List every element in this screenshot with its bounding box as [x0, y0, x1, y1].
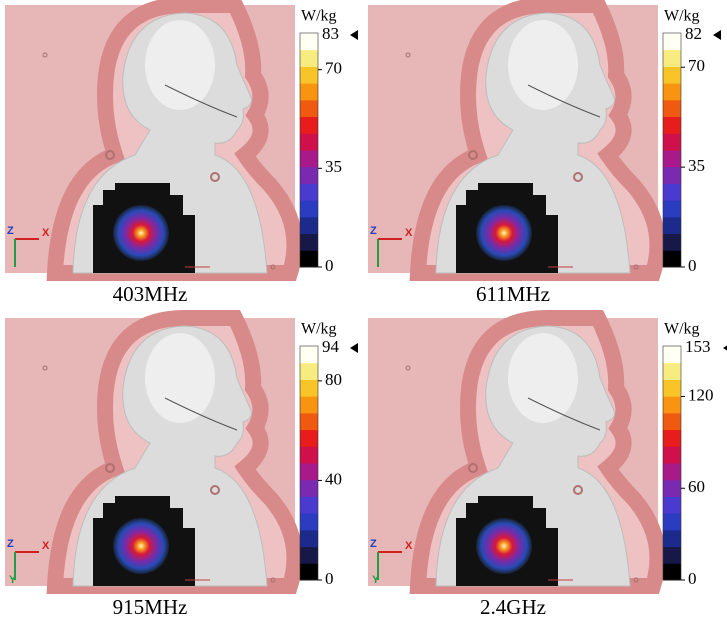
colorbar-segment: [663, 217, 681, 234]
tick-label: 35: [688, 156, 705, 175]
colorbar-segment: [300, 463, 318, 480]
colorbar-segment: [663, 117, 681, 134]
colorbar-segment: [300, 33, 318, 50]
max-label: 153: [685, 337, 711, 356]
colorbar-segment: [663, 496, 681, 513]
tick-label: 60: [688, 477, 705, 496]
max-label: 94: [322, 337, 340, 356]
tick-label: 0: [688, 256, 697, 275]
tick-label: 70: [688, 56, 705, 75]
tick-label: 0: [688, 569, 697, 588]
colorbar-segment: [300, 217, 318, 234]
figure: ZXW/kg8303570403MHzZXW/kg8203570611MHzZX…: [0, 0, 727, 619]
colorbar-segment: [663, 250, 681, 267]
tick-label: 120: [688, 385, 714, 404]
panel: Z X W/kg83 0 35 70 403MHz: [5, 5, 358, 306]
colorbar-segment: [300, 117, 318, 134]
colorbar-segment: [300, 234, 318, 251]
max-marker: [723, 343, 727, 353]
colorbar-segment: [663, 547, 681, 564]
colorbar-segment: [300, 379, 318, 396]
axis-label: X: [42, 227, 50, 239]
colorbar-segment: [663, 363, 681, 380]
tick-label: 0: [325, 256, 334, 275]
colorbar-segment: [663, 413, 681, 430]
tick-label: 0: [325, 569, 334, 588]
colorbar-segment: [300, 430, 318, 447]
max-label: 83: [322, 24, 339, 43]
panel-caption: 915MHz: [113, 595, 188, 619]
colorbar-segment: [300, 50, 318, 67]
colorbar-segment: [663, 133, 681, 150]
colorbar-segment: [663, 346, 681, 363]
colorbar-segment: [663, 396, 681, 413]
colorbar-segment: [300, 150, 318, 167]
colorbar-segment: [300, 563, 318, 580]
tick-label: 40: [325, 469, 342, 488]
colorbar-segment: [663, 530, 681, 547]
colorbar-segment: [663, 50, 681, 67]
colorbar-segment: [300, 183, 318, 200]
colorbar-segment: [663, 446, 681, 463]
colorbar-segment: [300, 413, 318, 430]
axis-label: Y: [372, 574, 380, 586]
colorbar-segment: [663, 480, 681, 497]
tick-label: 70: [325, 59, 342, 78]
colorbar-segment: [663, 33, 681, 50]
panel-caption: 403MHz: [113, 282, 188, 306]
colorbar-segment: [663, 83, 681, 100]
unit-label: W/kg: [664, 8, 700, 25]
tick-label: 80: [325, 370, 342, 389]
colorbar-segment: [300, 167, 318, 184]
colorbar-segment: [300, 363, 318, 380]
colorbar-segment: [300, 513, 318, 530]
colorbar-segment: [663, 463, 681, 480]
colorbar-segment: [663, 513, 681, 530]
axis-label: Z: [370, 225, 377, 237]
colorbar-segment: [663, 430, 681, 447]
unit-label: W/kg: [301, 321, 337, 338]
colorbar-segment: [663, 183, 681, 200]
colorbar-segment: [300, 446, 318, 463]
colorbar-segment: [300, 396, 318, 413]
unit-label: W/kg: [301, 8, 337, 25]
axis-label: Z: [7, 538, 14, 550]
colorbar-segment: [300, 480, 318, 497]
panel-caption: 2.4GHz: [480, 595, 546, 619]
axis-label: Y: [9, 574, 17, 586]
axis-label: Z: [7, 225, 14, 237]
colorbar-segment: [300, 496, 318, 513]
colorbar-segment: [663, 100, 681, 117]
colorbar-segment: [300, 133, 318, 150]
axis-label: Z: [370, 538, 377, 550]
colorbar-segment: [663, 234, 681, 251]
colorbar-segment: [300, 530, 318, 547]
colorbar-segment: [300, 100, 318, 117]
max-marker: [713, 30, 721, 40]
max-label: 82: [685, 24, 702, 43]
tick-label: 35: [325, 157, 342, 176]
axis-label: X: [42, 540, 50, 552]
colorbar-segment: [663, 379, 681, 396]
colorbar-segment: [300, 346, 318, 363]
max-marker: [350, 30, 358, 40]
colorbar-segment: [663, 563, 681, 580]
colorbar-segment: [300, 547, 318, 564]
colorbar-segment: [300, 250, 318, 267]
colorbar-segment: [663, 150, 681, 167]
colorbar-segment: [663, 66, 681, 83]
max-marker: [350, 343, 358, 353]
colorbar-segment: [663, 167, 681, 184]
axis-label: X: [405, 227, 413, 239]
unit-label: W/kg: [664, 321, 700, 338]
colorbar-segment: [300, 83, 318, 100]
colorbar-segment: [300, 200, 318, 217]
colorbar-segment: [663, 200, 681, 217]
colorbar-segment: [300, 66, 318, 83]
axis-label: X: [405, 540, 413, 552]
panel-caption: 611MHz: [476, 282, 550, 306]
